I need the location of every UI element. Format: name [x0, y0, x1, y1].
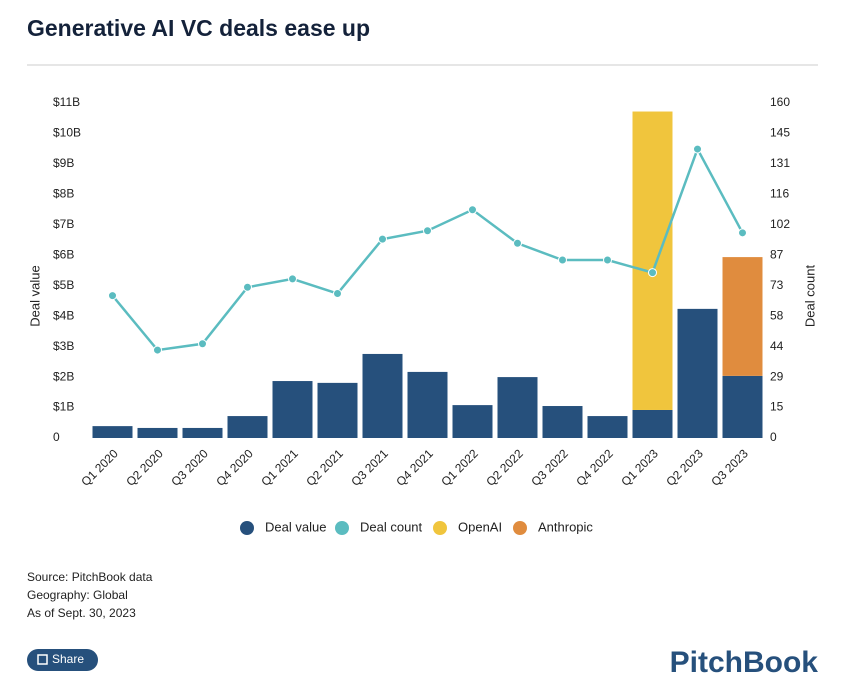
y2-tick-label: 116: [770, 187, 789, 201]
point: [108, 291, 117, 301]
point: [693, 144, 702, 154]
legend-swatch: [513, 521, 527, 535]
point: [423, 226, 432, 236]
bar: [272, 381, 313, 438]
point: [648, 268, 657, 278]
share-label[interactable]: Share: [52, 652, 84, 666]
bar: [227, 416, 268, 438]
x-tick-label: Q1 2022: [438, 446, 481, 489]
y2-tick-label: 160: [770, 95, 790, 109]
bar: [587, 416, 628, 438]
bar: [452, 405, 493, 438]
legend-label: Deal value: [265, 519, 326, 534]
bar: [137, 427, 178, 438]
x-tick-label: Q2 2023: [663, 446, 706, 489]
chart-title: Generative AI VC deals ease up: [27, 15, 370, 41]
legend-label: Anthropic: [538, 519, 593, 534]
x-tick-label: Q4 2020: [213, 446, 256, 489]
x-tick-label: Q3 2020: [168, 446, 211, 489]
y2-tick-label: 0: [770, 430, 777, 444]
x-tick-label: Q4 2022: [573, 446, 616, 489]
x-tick-label: Q1 2023: [618, 446, 661, 489]
y-tick-label: $3B: [53, 339, 74, 353]
point: [288, 274, 297, 284]
footnote: Source: PitchBook data: [27, 570, 153, 584]
bar: [317, 382, 358, 438]
x-tick-label: Q2 2021: [303, 446, 346, 489]
point: [738, 228, 747, 238]
x-tick-label: Q2 2020: [123, 446, 166, 489]
bar: [407, 371, 448, 438]
x-tick-label: Q1 2021: [258, 446, 301, 489]
y-tick-label: $9B: [53, 156, 74, 170]
point: [513, 238, 522, 248]
y-axis-title: Deal value: [27, 265, 42, 326]
bar: [92, 426, 133, 438]
bar: [632, 111, 673, 410]
x-tick-label: Q2 2022: [483, 446, 526, 489]
y2-tick-label: 131: [770, 156, 790, 170]
legend-swatch: [335, 521, 349, 535]
y2-tick-label: 29: [770, 369, 784, 383]
y2-tick-label: 102: [770, 217, 790, 231]
bar: [677, 308, 718, 438]
y2-tick-label: 73: [770, 278, 784, 292]
y-tick-label: $1B: [53, 400, 74, 414]
y-tick-label: $7B: [53, 217, 74, 231]
x-tick-label: Q3 2023: [708, 446, 751, 489]
x-tick-label: Q4 2021: [393, 446, 436, 489]
bar: [542, 406, 583, 438]
y-tick-label: $4B: [53, 308, 74, 322]
y-tick-label: $5B: [53, 278, 74, 292]
bar: [722, 257, 763, 376]
x-tick-label: Q1 2020: [78, 446, 121, 489]
point: [378, 234, 387, 244]
bar: [497, 377, 538, 438]
y2-tick-label: 44: [770, 339, 784, 353]
y-tick-label: $10B: [53, 126, 81, 140]
y-tick-label: 0: [53, 430, 60, 444]
x-tick-label: Q3 2021: [348, 446, 391, 489]
legend-label: OpenAI: [458, 519, 502, 534]
y2-tick-label: 15: [770, 400, 784, 414]
bar: [182, 427, 223, 438]
point: [153, 345, 162, 355]
y2-tick-label: 145: [770, 126, 790, 140]
point: [603, 255, 612, 265]
bar: [362, 353, 403, 438]
y-tick-label: $2B: [53, 369, 74, 383]
legend-label: Deal count: [360, 519, 423, 534]
point: [243, 282, 252, 292]
footnote: As of Sept. 30, 2023: [27, 606, 136, 620]
point: [468, 205, 477, 215]
point: [198, 339, 207, 349]
bar: [722, 375, 763, 438]
y2-tick-label: 58: [770, 308, 784, 322]
share-icon: [37, 654, 48, 665]
bar: [632, 409, 673, 438]
logo: PitchBook: [670, 646, 819, 679]
legend-swatch: [433, 521, 447, 535]
y2-axis-title: Deal count: [802, 265, 817, 328]
point: [333, 289, 342, 299]
y-tick-label: $11B: [53, 95, 80, 109]
point: [558, 255, 567, 265]
legend-swatch: [240, 521, 254, 535]
y2-tick-label: 87: [770, 247, 784, 261]
x-tick-label: Q3 2022: [528, 446, 571, 489]
footnote: Geography: Global: [27, 588, 128, 602]
y-tick-label: $8B: [53, 187, 74, 201]
y-tick-label: $6B: [53, 247, 74, 261]
